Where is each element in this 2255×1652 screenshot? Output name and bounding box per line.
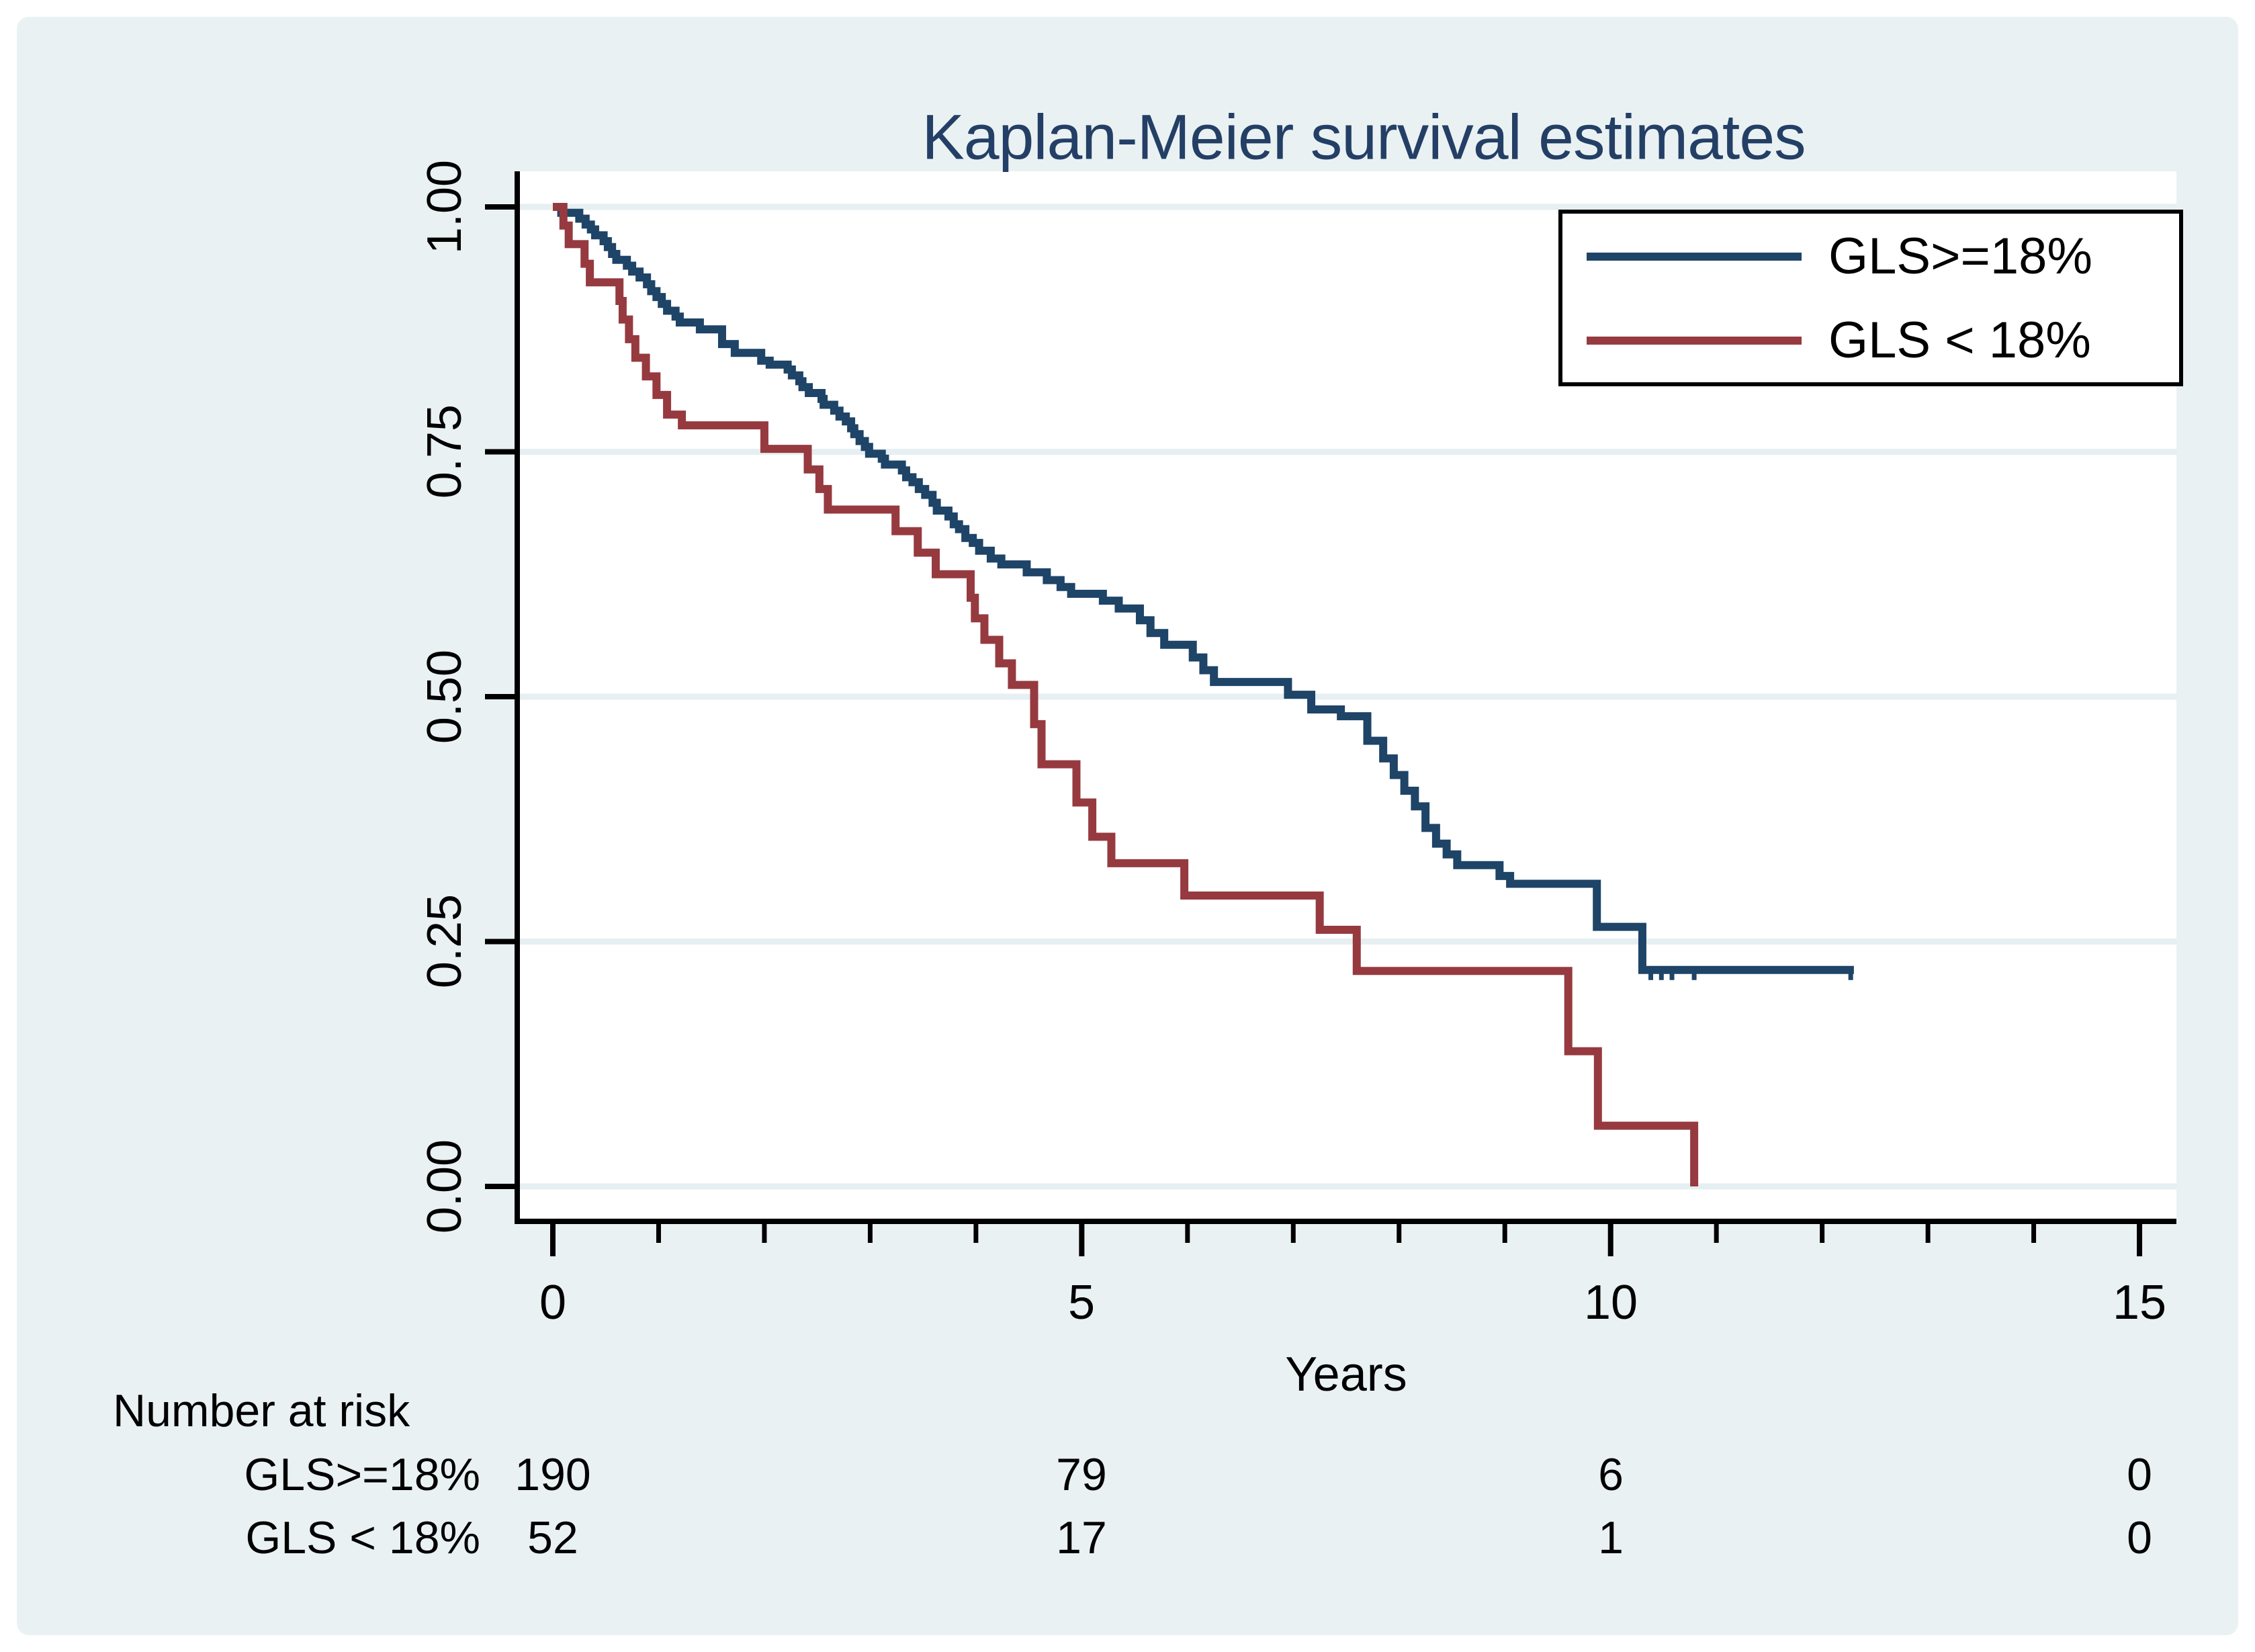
risk-count: 52 (527, 1512, 578, 1563)
legend-line-swatch-navy (1587, 252, 1802, 261)
risk-table-heading: Number at risk (113, 1385, 410, 1436)
x-tick-label-15: 15 (2112, 1276, 2167, 1330)
y-tick-label-1.00: 1.00 (418, 159, 472, 255)
risk-count: 17 (1056, 1512, 1107, 1563)
risk-row-label-gls-lt-18: GLS < 18% (245, 1512, 480, 1563)
survival-curve-gls-ge-18 (553, 203, 1854, 974)
risk-count: 0 (2127, 1449, 2152, 1500)
x-axis-title: Years (1285, 1348, 1407, 1401)
legend-item-gls-lt-18: GLS < 18% (1562, 298, 2179, 382)
chart-title: Kaplan-Meier survival estimates (922, 101, 1806, 173)
x-tick-label-10: 10 (1583, 1276, 1638, 1330)
risk-count: 0 (2127, 1512, 2152, 1563)
y-tick-label-0.00: 0.00 (418, 1139, 472, 1234)
risk-count: 6 (1598, 1449, 1624, 1500)
survival-curve-gls-lt-18 (553, 203, 1699, 1186)
y-tick-label-0.50: 0.50 (418, 649, 472, 744)
risk-count: 1 (1598, 1512, 1624, 1563)
legend-line-swatch-maroon (1587, 336, 1802, 345)
x-tick-label-5: 5 (1067, 1276, 1096, 1330)
y-tick-label-0.75: 0.75 (418, 404, 472, 499)
legend-label: GLS < 18% (1828, 312, 2091, 369)
legend-box: GLS>=18% GLS < 18% (1558, 210, 2183, 386)
y-tick-label-0.25: 0.25 (418, 894, 472, 989)
risk-row-label-gls-ge-18: GLS>=18% (244, 1449, 480, 1500)
risk-count: 79 (1056, 1449, 1107, 1500)
x-tick-label-0: 0 (539, 1276, 567, 1330)
risk-count: 190 (515, 1449, 591, 1500)
legend-label: GLS>=18% (1828, 228, 2092, 285)
legend-item-gls-ge-18: GLS>=18% (1562, 214, 2179, 298)
